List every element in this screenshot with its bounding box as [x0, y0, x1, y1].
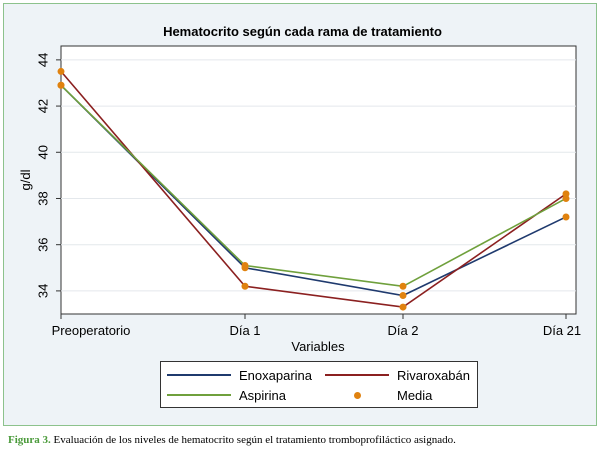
x-axis-label: Variables — [291, 339, 345, 354]
y-tick-label: 38 — [35, 191, 50, 205]
legend-marker-media — [325, 386, 389, 404]
x-tick-label: Preoperatorio — [52, 323, 131, 338]
y-tick-label: 34 — [35, 284, 50, 298]
mean-point — [399, 303, 407, 311]
mean-point — [241, 282, 249, 290]
caption-text: Evaluación de los niveles de hematocrito… — [50, 434, 456, 446]
grid — [61, 59, 576, 292]
legend-label-media: Media — [397, 387, 433, 403]
axes: 34 36 38 40 42 44 Preoperatorio Día 1 Día 2 Día 2… — [35, 53, 581, 338]
mean-point — [562, 194, 570, 202]
legend: Enoxaparina Rivaroxabán Aspirina Media — [160, 361, 478, 408]
plot-area — [60, 45, 577, 315]
legend-item-media: Media — [325, 386, 432, 404]
legend-swatch-aspirina — [167, 394, 231, 396]
mean-point — [399, 292, 407, 300]
series-line-enoxaparina — [60, 84, 567, 297]
legend-item-enoxaparina: Enoxaparina — [167, 366, 312, 384]
x-tick-label: Día 1 — [229, 323, 260, 338]
y-tick-label: 44 — [35, 53, 50, 67]
legend-item-aspirina: Aspirina — [167, 386, 286, 404]
legend-label-aspirina: Aspirina — [239, 387, 286, 403]
legend-item-rivaroxaban: Rivaroxabán — [325, 366, 470, 384]
legend-label-rivaroxaban: Rivaroxabán — [397, 367, 470, 383]
legend-swatch-rivaroxaban — [325, 374, 389, 376]
series-line-aspirina — [60, 84, 567, 288]
y-tick-label: 42 — [35, 99, 50, 113]
y-tick-label: 40 — [35, 145, 50, 159]
series-line-rivaroxabn — [60, 70, 567, 308]
caption-label: Figura 3. — [8, 434, 51, 446]
mean-point — [399, 282, 407, 290]
mean-point — [57, 81, 65, 89]
series-group — [57, 67, 570, 311]
mean-point — [57, 67, 65, 75]
legend-label-enoxaparina: Enoxaparina — [239, 367, 312, 383]
y-axis-label: g/dl — [18, 169, 33, 190]
figure-caption: Figura 3. Evaluación de los niveles de h… — [8, 434, 598, 446]
chart-title: Hematocrito según cada rama de tratamien… — [163, 24, 442, 39]
x-tick-label: Día 2 — [387, 323, 418, 338]
x-tick-label: Día 21 — [543, 323, 581, 338]
mean-point — [562, 213, 570, 221]
legend-swatch-enoxaparina — [167, 374, 231, 376]
y-tick-label: 36 — [35, 237, 50, 251]
mean-point — [241, 261, 249, 269]
